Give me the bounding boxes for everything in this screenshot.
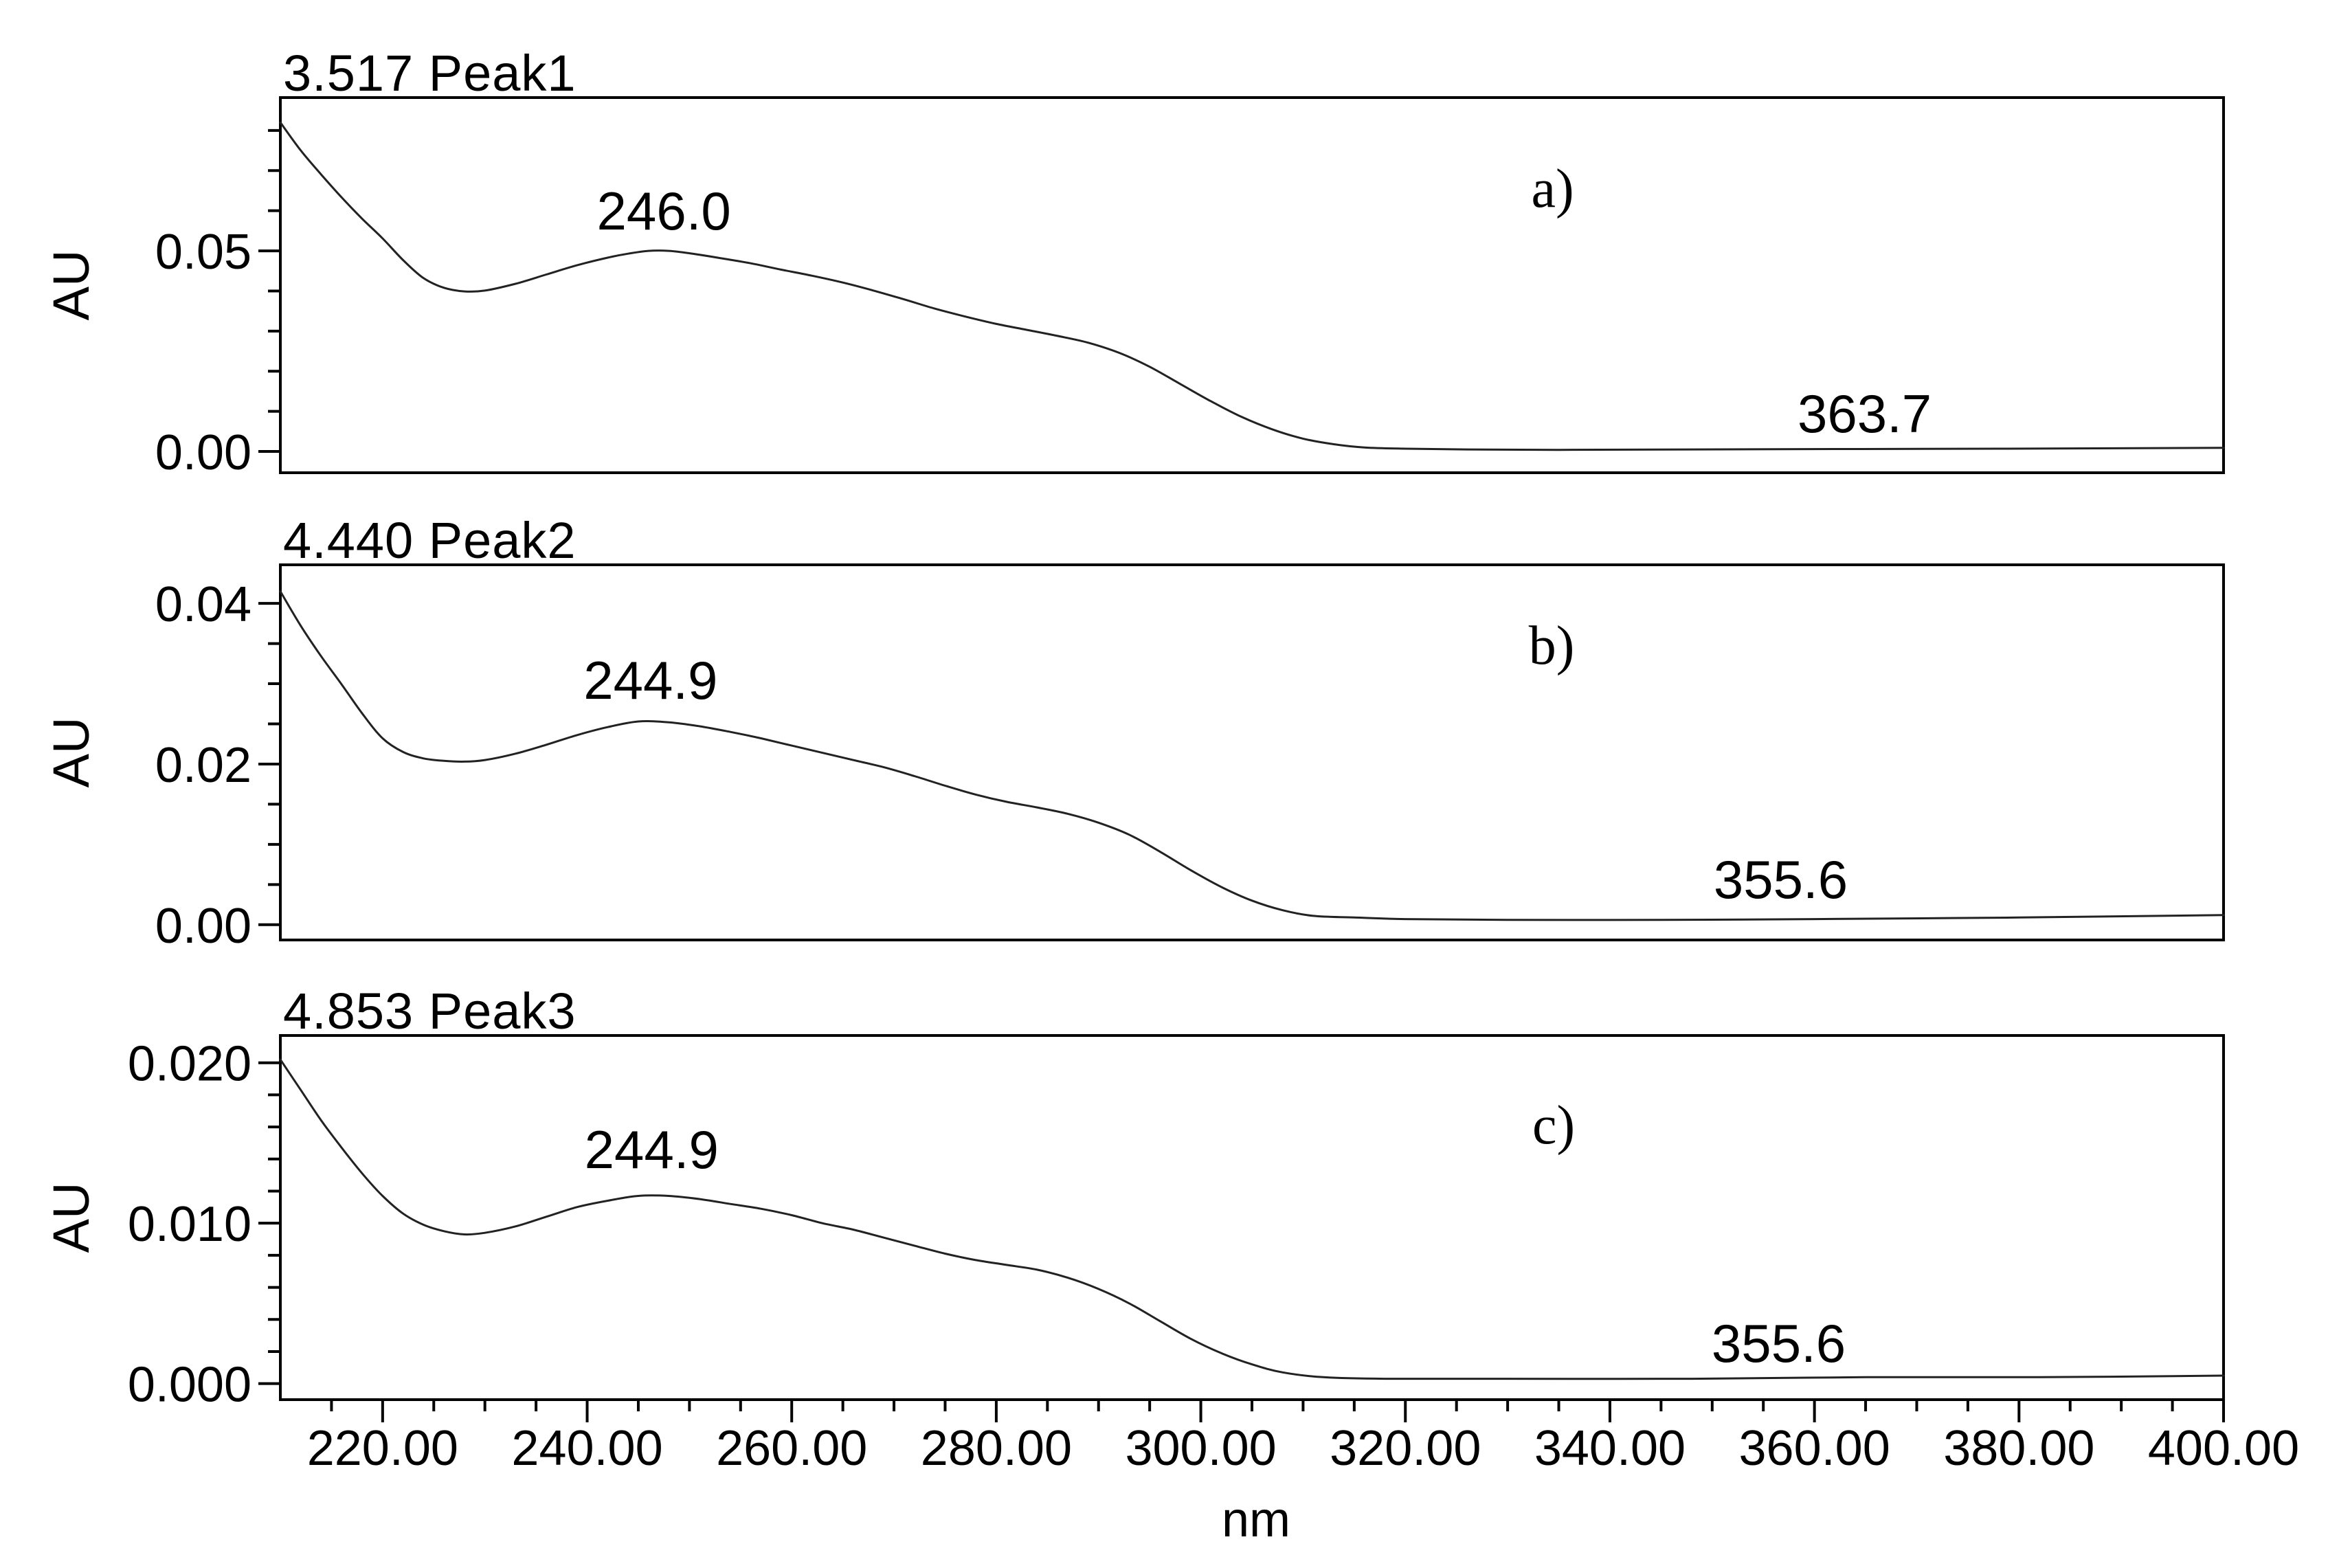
spectrum-curve (279, 121, 2225, 451)
panel-c-ylabel: AU (43, 1182, 100, 1253)
y-tick-label: 0.00 (155, 425, 251, 480)
panel-b-tail-annotation: 355.6 (1713, 849, 1848, 910)
x-tick-label: 300.00 (1125, 1421, 1276, 1476)
y-tick-label: 0.000 (128, 1358, 251, 1413)
x-tick-label: 260.00 (716, 1421, 867, 1476)
x-tick-label: 240.00 (511, 1421, 662, 1476)
y-tick-label: 0.010 (128, 1197, 251, 1252)
x-tick-label: 360.00 (1739, 1421, 1890, 1476)
y-tick-label: 0.02 (155, 738, 251, 793)
panel-a-tail-annotation: 363.7 (1797, 383, 1932, 444)
x-tick-label: 320.00 (1330, 1421, 1481, 1476)
panel-b-ylabel: AU (43, 717, 100, 788)
panel-b-letter: b) (1528, 616, 1575, 677)
x-tick-label: 340.00 (1534, 1421, 1686, 1476)
y-tick-label: 0.020 (128, 1037, 251, 1092)
panel-c-title: 4.853 Peak3 (283, 983, 577, 1040)
panel-c-letter: c) (1532, 1095, 1576, 1156)
y-tick-label: 0.04 (155, 577, 251, 632)
spectrum-curve (279, 1058, 2225, 1380)
x-tick-label: 380.00 (1943, 1421, 2094, 1476)
panel-a-peak-annotation: 246.0 (596, 180, 731, 241)
spectrum-curve (279, 590, 2225, 921)
plot-box (279, 563, 2225, 941)
panel-c-peak-annotation: 244.9 (584, 1119, 719, 1180)
panel-b-peak-annotation: 244.9 (583, 650, 718, 711)
x-tick-label: 220.00 (307, 1421, 458, 1476)
panel-a-title: 3.517 Peak1 (283, 45, 577, 102)
panel-c-tail-annotation: 355.6 (1711, 1313, 1846, 1374)
plot-box (279, 1034, 2225, 1401)
panel-b-title: 4.440 Peak2 (283, 512, 577, 569)
x-axis-label: nm (1221, 1492, 1291, 1547)
panel-a-letter: a) (1531, 159, 1574, 220)
y-tick-label: 0.05 (155, 225, 251, 280)
x-tick-label: 280.00 (921, 1421, 1072, 1476)
panel-a-ylabel: AU (43, 249, 100, 321)
y-tick-label: 0.00 (155, 899, 251, 954)
x-tick-label: 400.00 (2148, 1421, 2299, 1476)
plot-box (279, 96, 2225, 474)
